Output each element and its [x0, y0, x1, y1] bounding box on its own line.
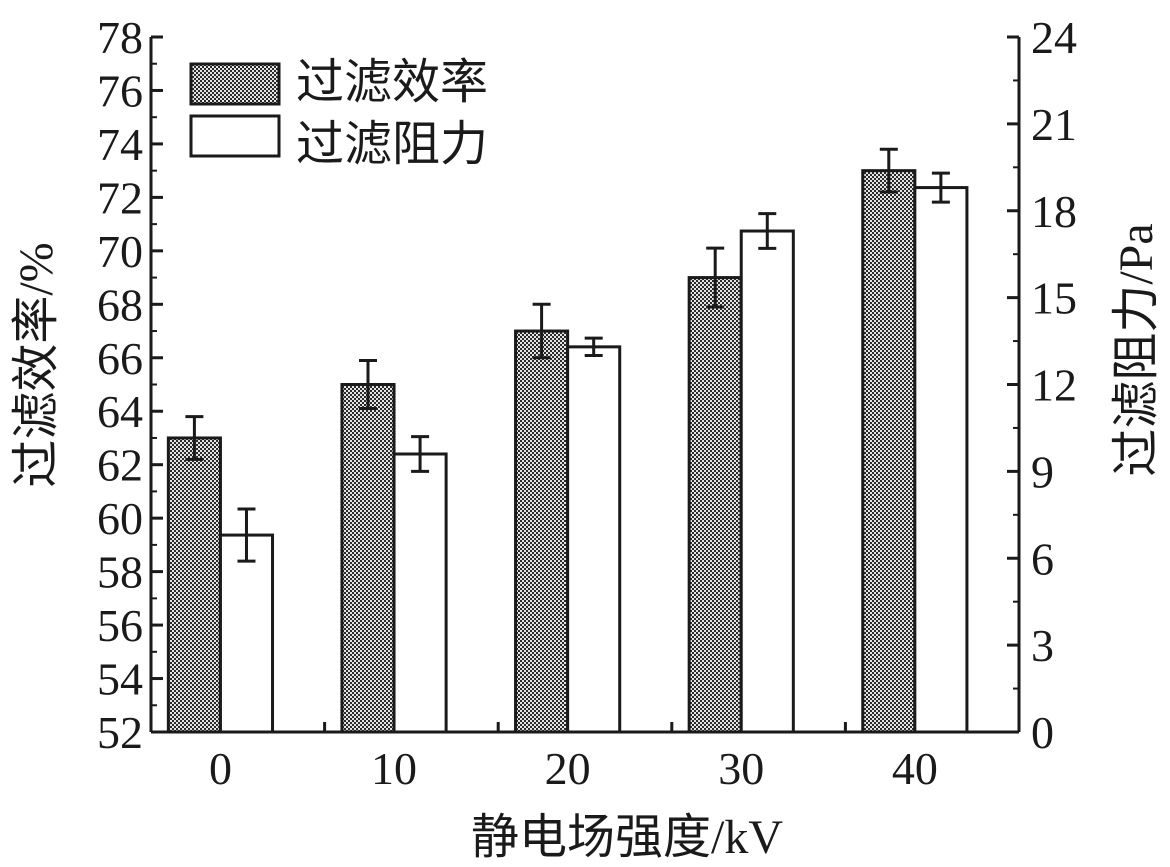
legend-label-resistance: 过滤阻力	[296, 118, 488, 171]
bars-layer	[166, 147, 969, 734]
y-left-tick-label: 60	[97, 493, 143, 544]
y-right-tick-label: 6	[1031, 533, 1054, 584]
y-right-axis-title: 过滤阻力/Pa	[1110, 223, 1163, 476]
axes-layer	[149, 35, 1021, 734]
x-tick-label: 20	[545, 743, 591, 794]
bar-efficiency	[166, 436, 222, 734]
y-left-tick-label: 56	[97, 600, 143, 651]
y-right-tick-label: 24	[1031, 12, 1077, 63]
y-right-tick-label: 15	[1031, 273, 1077, 324]
y-right-tick-label: 21	[1031, 99, 1077, 150]
x-tick-label: 30	[718, 743, 764, 794]
y-left-tick-label: 52	[97, 707, 143, 758]
y-left-tick-label: 54	[97, 654, 143, 705]
x-tick-label: 0	[209, 743, 232, 794]
bar-resistance	[218, 533, 275, 734]
y-right-tick-label: 9	[1031, 446, 1054, 497]
y-left-tick-label: 62	[97, 440, 143, 491]
y-left-tick-label: 68	[97, 279, 143, 330]
y-right-tick-label: 3	[1031, 620, 1054, 671]
bar-efficiency	[687, 276, 743, 734]
legend: 过滤效率 过滤阻力	[189, 56, 488, 171]
bar-resistance	[392, 452, 448, 734]
x-tick-label: 10	[371, 743, 417, 794]
y-right-tick-label: 12	[1031, 360, 1077, 411]
bar-resistance	[913, 186, 969, 734]
bar-resistance	[739, 229, 795, 734]
bar-resistance	[566, 345, 622, 734]
y-left-tick-label: 58	[97, 547, 143, 598]
y-left-axis-title: 过滤效率/%	[10, 242, 63, 487]
legend-swatch-efficiency	[189, 62, 281, 106]
y-left-tick-label: 70	[97, 226, 143, 277]
x-tick-label: 40	[892, 743, 938, 794]
bar-efficiency	[861, 169, 917, 734]
y-right-tick-label: 0	[1031, 707, 1054, 758]
legend-swatch-resistance	[189, 114, 281, 158]
y-left-tick-label: 66	[97, 333, 143, 384]
y-left-tick-label: 76	[97, 65, 143, 116]
bar-efficiency	[514, 329, 570, 734]
bar-efficiency	[340, 383, 396, 734]
y-left-tick-label: 72	[97, 172, 143, 223]
x-axis-title: 静电场强度/kV	[471, 811, 783, 864]
y-left-tick-label: 74	[97, 119, 143, 170]
y-right-tick-label: 18	[1031, 186, 1077, 237]
legend-label-efficiency: 过滤效率	[296, 56, 488, 109]
y-left-tick-label: 64	[97, 386, 143, 437]
y-left-tick-label: 78	[97, 12, 143, 63]
